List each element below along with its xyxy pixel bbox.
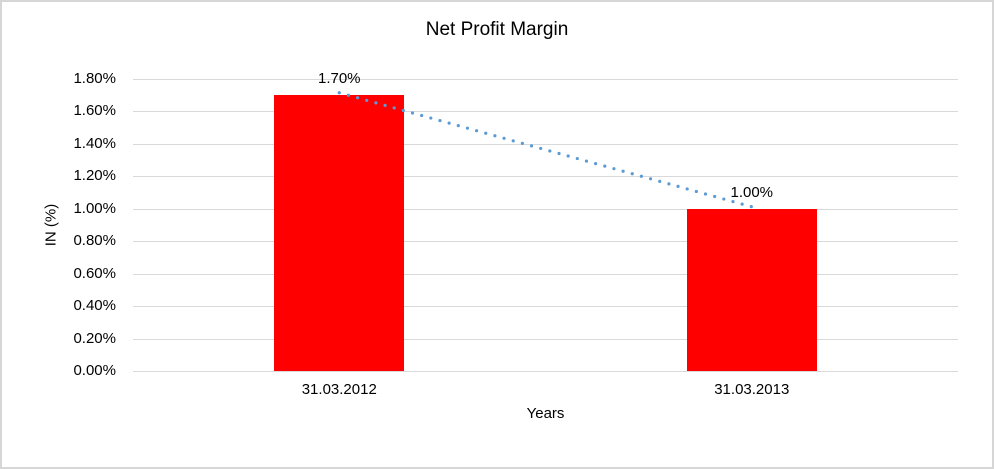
plot-area [133, 79, 958, 372]
y-tick-label: 0.00% [73, 362, 116, 379]
y-tick-label: 0.60% [73, 264, 116, 282]
gridline [133, 273, 958, 275]
gridline [133, 176, 958, 178]
gridline [133, 111, 958, 113]
gridline [133, 79, 958, 80]
bar-31.03.2013 [686, 208, 817, 371]
gridline [133, 241, 958, 243]
chart-title: Net Profit Margin [425, 19, 569, 40]
y-tick-label: 1.00% [73, 199, 116, 217]
x-tick-label: 31.03.2013 [714, 381, 790, 398]
gridline [133, 371, 958, 372]
y-tick-label: 0.80% [73, 232, 116, 250]
x-tick-label: 31.03.2012 [301, 381, 377, 398]
y-tick-label: 1.40% [73, 134, 116, 152]
y-tick-label: 1.60% [73, 102, 116, 120]
x-axis-title: Years [526, 405, 565, 422]
y-tick-label: 0.20% [73, 329, 116, 347]
y-tick-label: 1.80% [73, 70, 116, 87]
y-tick-label: 1.20% [73, 167, 116, 185]
gridline [133, 208, 958, 210]
gridline [133, 306, 958, 308]
gridline [133, 143, 958, 145]
bar-value-label: 1.70% [317, 70, 361, 88]
y-tick-label: 0.40% [73, 297, 116, 315]
bar-31.03.2012 [274, 95, 405, 371]
gridline [133, 338, 958, 340]
bar-value-label: 1.00% [730, 183, 774, 201]
